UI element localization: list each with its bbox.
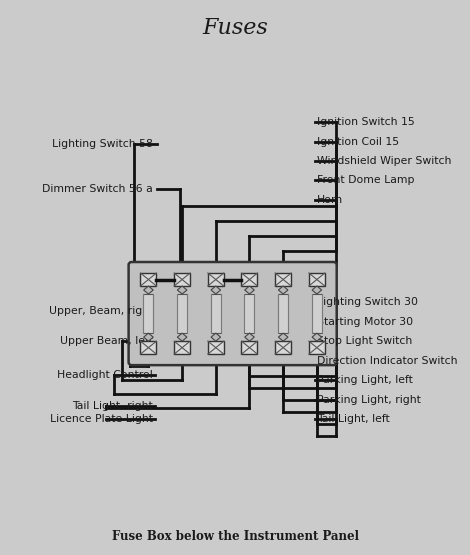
Text: Front Dome Lamp: Front Dome Lamp xyxy=(317,175,415,185)
Text: Tail Light, left: Tail Light, left xyxy=(317,414,390,424)
Bar xyxy=(312,294,322,333)
Polygon shape xyxy=(211,286,220,294)
Text: Upper, Beam, right: Upper, Beam, right xyxy=(48,306,153,316)
Text: Direction Indicator Switch: Direction Indicator Switch xyxy=(317,356,457,366)
Text: Horn: Horn xyxy=(317,195,343,205)
Bar xyxy=(141,341,157,354)
Polygon shape xyxy=(144,286,153,294)
Text: Windshield Wiper Switch: Windshield Wiper Switch xyxy=(317,156,451,166)
Bar xyxy=(177,294,187,333)
Polygon shape xyxy=(245,333,254,341)
Bar xyxy=(174,341,190,354)
Text: Lighting Switch 58: Lighting Switch 58 xyxy=(52,139,153,149)
Text: Lighting Switch 30: Lighting Switch 30 xyxy=(317,297,418,307)
Text: Tail Light, right: Tail Light, right xyxy=(72,401,153,411)
Bar xyxy=(278,294,288,333)
Bar xyxy=(174,273,190,286)
Bar xyxy=(211,294,221,333)
Text: Ignition Switch 15: Ignition Switch 15 xyxy=(317,117,415,127)
Bar xyxy=(242,273,258,286)
Polygon shape xyxy=(177,286,187,294)
Polygon shape xyxy=(312,333,321,341)
Text: Dimmer Switch 56 a: Dimmer Switch 56 a xyxy=(42,184,153,194)
Bar xyxy=(208,341,224,354)
Bar xyxy=(275,341,291,354)
Bar xyxy=(244,294,254,333)
Polygon shape xyxy=(245,286,254,294)
Text: Ignition Coil 15: Ignition Coil 15 xyxy=(317,137,399,147)
Text: Fuses: Fuses xyxy=(202,17,268,39)
Text: Fuse Box below the Instrument Panel: Fuse Box below the Instrument Panel xyxy=(111,531,359,543)
Text: Licence Plate Light: Licence Plate Light xyxy=(50,414,153,424)
Text: Headlight Control: Headlight Control xyxy=(57,370,153,380)
Text: Starting Motor 30: Starting Motor 30 xyxy=(317,317,413,327)
Polygon shape xyxy=(211,333,220,341)
Polygon shape xyxy=(278,286,288,294)
Bar xyxy=(141,273,157,286)
Bar xyxy=(309,273,325,286)
FancyBboxPatch shape xyxy=(129,262,337,365)
Bar xyxy=(242,341,258,354)
Bar xyxy=(275,273,291,286)
Bar xyxy=(143,294,153,333)
Polygon shape xyxy=(278,333,288,341)
Polygon shape xyxy=(177,333,187,341)
Bar xyxy=(208,273,224,286)
Polygon shape xyxy=(312,286,321,294)
Text: Upper Beam, left: Upper Beam, left xyxy=(60,336,153,346)
Polygon shape xyxy=(144,333,153,341)
Bar xyxy=(309,341,325,354)
Text: Parking Light, left: Parking Light, left xyxy=(317,375,413,385)
Text: Parking Light, right: Parking Light, right xyxy=(317,395,421,405)
Text: Stop Light Switch: Stop Light Switch xyxy=(317,336,412,346)
